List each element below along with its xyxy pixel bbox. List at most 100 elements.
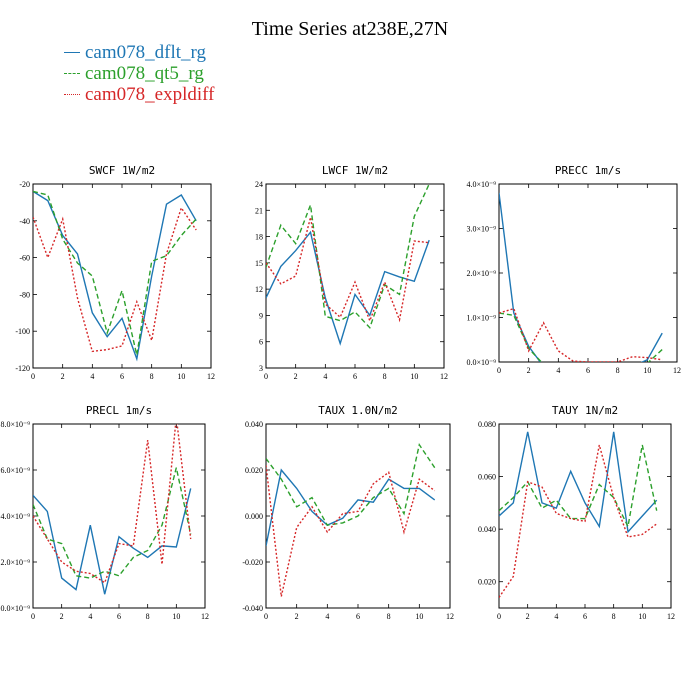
legend-item-qt5: cam078_qt5_rg (64, 63, 214, 84)
y-tick-label: 6.0×10⁻⁹ (0, 466, 30, 475)
x-tick-label: 4 (88, 612, 92, 621)
x-tick-label: 12 (673, 366, 681, 375)
chart-title: LWCF 1W/m2 (322, 164, 388, 177)
x-tick-label: 6 (353, 372, 357, 381)
x-tick-label: 6 (583, 612, 587, 621)
x-tick-label: 6 (117, 612, 121, 621)
x-tick-label: 10 (177, 372, 185, 381)
chart-title: SWCF 1W/m2 (89, 164, 155, 177)
x-tick-label: 4 (554, 612, 558, 621)
x-tick-label: 6 (356, 612, 360, 621)
series-line-cam078_expldiff (266, 465, 436, 597)
x-tick-label: 4 (325, 612, 329, 621)
y-tick-label: -0.020 (242, 558, 263, 567)
y-tick-label: 4.0×10⁻⁹ (0, 512, 30, 521)
legend-swatch-qt5 (64, 73, 80, 74)
x-tick-label: 0 (497, 366, 501, 375)
plot-frame (32, 423, 206, 609)
y-tick-label: -20 (19, 180, 30, 189)
series-line-cam078_qt5_rg (266, 184, 430, 330)
x-tick-label: 10 (410, 372, 418, 381)
y-tick-label: 8.0×10⁻⁹ (0, 420, 30, 429)
legend: cam078_dflt_rg cam078_qt5_rg cam078_expl… (64, 42, 214, 105)
y-tick-label: -100 (15, 327, 30, 336)
series-line-cam078_dflt_rg (499, 431, 658, 534)
series-line-cam078_qt5_rg (266, 442, 436, 526)
y-tick-label: 0.0×10⁻⁹ (0, 604, 30, 613)
y-tick-label: 2.0×10⁻⁹ (466, 269, 496, 278)
y-tick-label: 0.000 (245, 512, 263, 521)
legend-swatch-dflt (64, 52, 80, 53)
legend-label-expldiff: cam078_expldiff (85, 83, 215, 105)
series-line-cam078_dflt_rg (499, 192, 663, 362)
y-tick-label: -0.040 (242, 604, 263, 613)
y-tick-label: -60 (19, 254, 30, 263)
y-tick-label: -40 (19, 217, 30, 226)
x-tick-label: 4 (556, 366, 560, 375)
x-tick-label: 8 (146, 612, 150, 621)
plot-frame (32, 183, 212, 369)
chart-title: TAUY 1N/m2 (552, 404, 618, 417)
series-line-cam078_expldiff (33, 424, 192, 584)
x-tick-label: 2 (526, 612, 530, 621)
x-tick-label: 4 (90, 372, 94, 381)
x-tick-label: 2 (295, 612, 299, 621)
legend-swatch-expldiff (64, 94, 80, 95)
series-line-cam078_dflt_rg (33, 190, 197, 362)
y-tick-label: 24 (255, 180, 263, 189)
x-tick-label: 12 (440, 372, 448, 381)
x-tick-label: 8 (383, 372, 387, 381)
x-tick-label: 12 (446, 612, 454, 621)
x-tick-label: 12 (207, 372, 215, 381)
figure-title: Time Series at238E,27N (251, 18, 449, 40)
x-tick-label: 2 (60, 612, 64, 621)
y-tick-label: 0.040 (245, 420, 263, 429)
chart-panel-5: TAUY 1N/m2 0 2 4 6 8 10 12 0.020 0.040 0.060 0.080 (478, 404, 675, 621)
x-tick-label: 2 (527, 366, 531, 375)
series-line-cam078_dflt_rg (266, 468, 436, 547)
x-tick-label: 10 (638, 612, 646, 621)
chart-panel-4: TAUX 1.0N/m2 0 2 4 6 8 10 12 -0.040 -0.020 0.000 0.… (242, 404, 454, 621)
x-tick-label: 8 (387, 612, 391, 621)
chart-title: PRECC 1m/s (555, 164, 621, 177)
series-line-cam078_dflt_rg (266, 230, 430, 346)
x-tick-label: 0 (497, 612, 501, 621)
y-tick-label: 21 (255, 206, 263, 215)
x-tick-label: 12 (201, 612, 209, 621)
chart-panel-0: SWCF 1W/m2 0 2 4 6 8 10 12 -120 -100 -80 -60 -40 -20 (15, 164, 215, 381)
chart-title: PRECL 1m/s (86, 404, 152, 417)
x-tick-label: 10 (415, 612, 423, 621)
series-line-cam078_qt5_rg (33, 467, 192, 579)
x-tick-label: 8 (616, 366, 620, 375)
plot-frame (498, 423, 672, 609)
x-tick-label: 0 (31, 612, 35, 621)
chart-title: TAUX 1.0N/m2 (318, 404, 397, 417)
y-tick-label: 9 (259, 311, 263, 320)
y-tick-label: -120 (15, 364, 30, 373)
x-tick-label: 10 (172, 612, 180, 621)
y-tick-label: 6 (259, 338, 263, 347)
series-line-cam078_expldiff (33, 206, 197, 353)
y-tick-label: 3 (259, 364, 263, 373)
y-tick-label: 1.0×10⁻⁹ (466, 314, 496, 323)
y-tick-label: 0.080 (478, 420, 496, 429)
x-tick-label: 0 (264, 612, 268, 621)
y-tick-label: 0.060 (478, 473, 496, 482)
y-tick-label: 0.020 (478, 578, 496, 587)
y-tick-label: 4.0×10⁻⁹ (466, 180, 496, 189)
series-line-cam078_qt5_rg (499, 444, 658, 529)
x-tick-label: 12 (667, 612, 675, 621)
series-line-cam078_expldiff (499, 444, 658, 598)
y-tick-label: 18 (255, 233, 263, 242)
series-line-cam078_qt5_rg (33, 190, 197, 356)
x-tick-label: 0 (264, 372, 268, 381)
series-line-cam078_dflt_rg (33, 488, 192, 595)
x-tick-label: 10 (643, 366, 651, 375)
plot-frame (498, 183, 678, 363)
y-tick-label: 3.0×10⁻⁹ (466, 225, 496, 234)
y-tick-label: 12 (255, 285, 263, 294)
legend-item-expldiff: cam078_expldiff (64, 84, 214, 105)
x-tick-label: 6 (586, 366, 590, 375)
